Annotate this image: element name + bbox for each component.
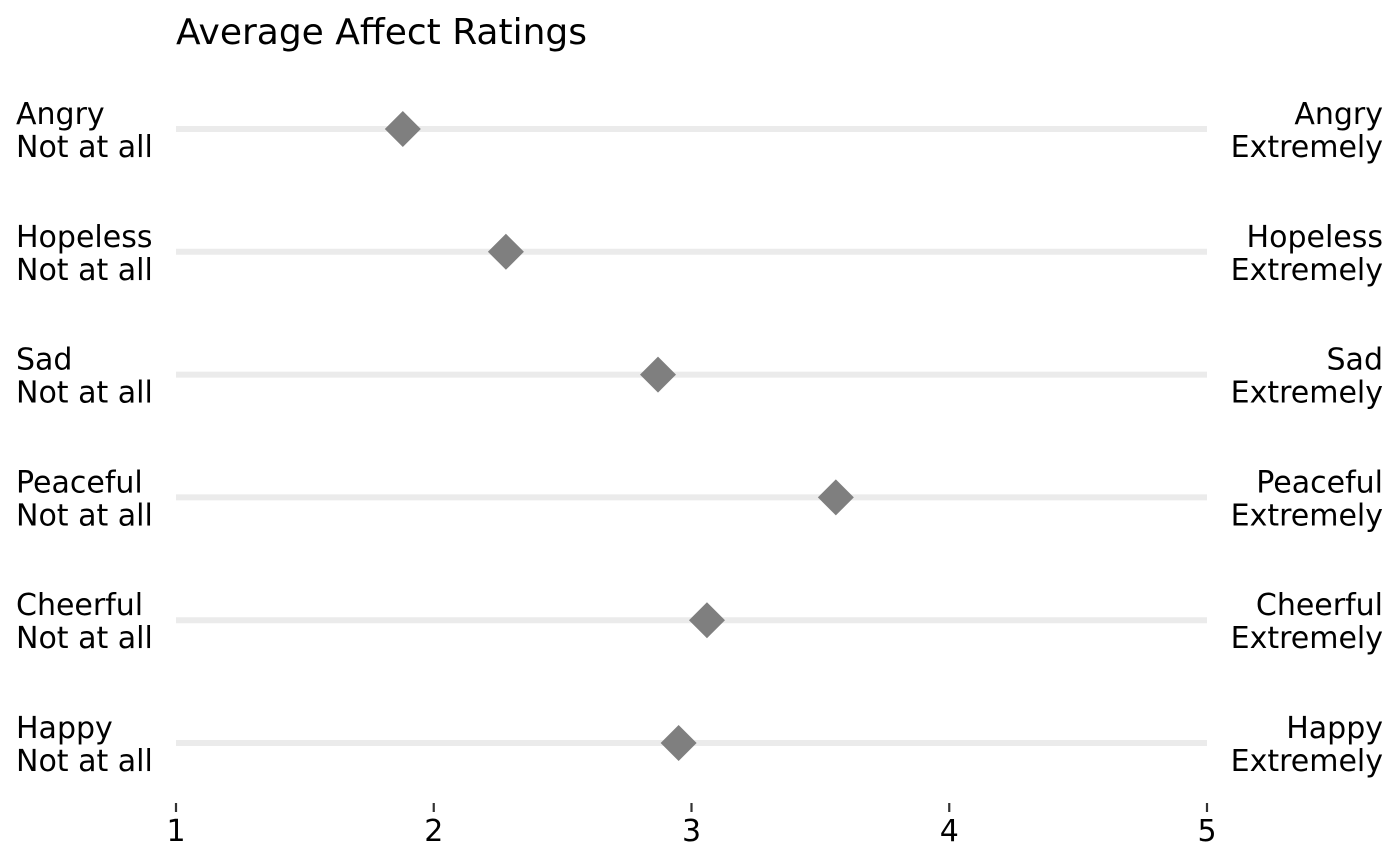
x-tick-label: 1 <box>166 814 185 849</box>
data-point-cheerful <box>688 602 725 639</box>
left-scale-label: Not at all <box>16 130 153 165</box>
data-point-hopeless <box>487 233 524 270</box>
x-tick-label: 5 <box>1197 814 1216 849</box>
left-scale-label: Not at all <box>16 744 153 779</box>
left-category-label: Hopeless <box>16 220 152 255</box>
right-category-label: Happy <box>1286 711 1383 746</box>
left-scale-label: Not at all <box>16 621 153 656</box>
data-point-peaceful <box>817 479 854 516</box>
right-category-label: Sad <box>1327 343 1383 378</box>
right-scale-label: Extremely <box>1231 498 1383 533</box>
left-category-label: Peaceful <box>16 465 143 500</box>
x-tick-label: 3 <box>682 814 701 849</box>
left-scale-label: Not at all <box>16 376 153 411</box>
right-scale-label: Extremely <box>1231 376 1383 411</box>
right-scale-label: Extremely <box>1231 253 1383 288</box>
data-point-angry <box>384 111 421 147</box>
data-point-happy <box>660 725 697 761</box>
x-tick-label: 4 <box>940 814 959 849</box>
right-category-label: Angry <box>1294 97 1383 132</box>
left-scale-label: Not at all <box>16 498 153 533</box>
x-axis: 1 2 3 4 5 <box>166 803 1217 849</box>
right-scale-label: Extremely <box>1231 744 1383 779</box>
left-category-label: Sad <box>16 343 72 378</box>
left-category-label: Cheerful <box>16 588 143 623</box>
chart-title: Average Affect Ratings <box>176 12 587 53</box>
right-category-label: Peaceful <box>1256 465 1383 500</box>
left-scale-label: Not at all <box>16 253 153 288</box>
left-category-label: Angry <box>16 97 105 132</box>
right-scale-label: Extremely <box>1231 621 1383 656</box>
right-category-label: Cheerful <box>1256 588 1383 623</box>
right-category-label: Hopeless <box>1247 220 1383 255</box>
left-category-label: Happy <box>16 711 113 746</box>
x-tick-label: 2 <box>424 814 443 849</box>
data-point-sad <box>639 356 676 393</box>
right-scale-label: Extremely <box>1231 130 1383 165</box>
